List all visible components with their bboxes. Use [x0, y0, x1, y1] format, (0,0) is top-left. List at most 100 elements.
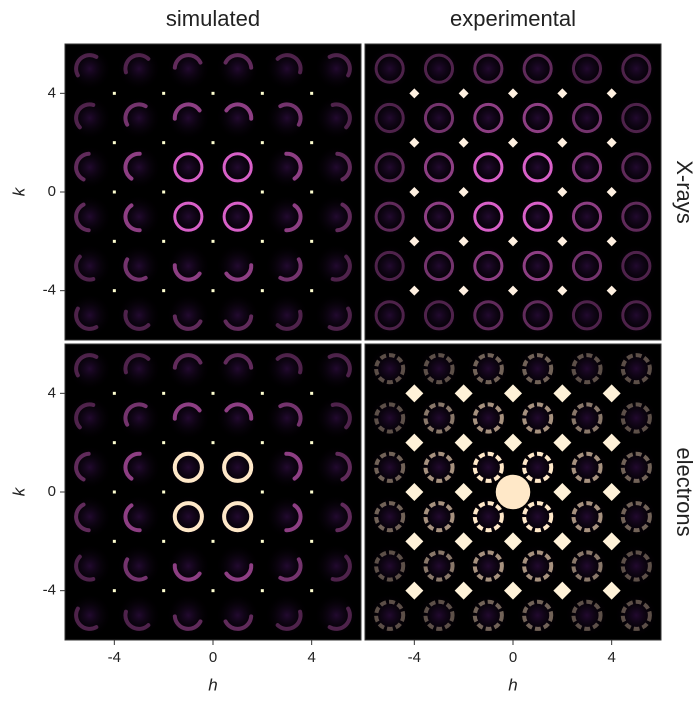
- halo: [515, 145, 559, 189]
- dot: [113, 289, 116, 292]
- halo: [367, 194, 411, 238]
- halo: [614, 194, 658, 238]
- halo: [367, 244, 411, 288]
- halo: [515, 244, 559, 288]
- dot: [113, 392, 116, 395]
- x-axis-label: h: [208, 675, 217, 694]
- image-background: [65, 344, 361, 640]
- x-tick-label: 0: [209, 649, 217, 666]
- dot: [261, 240, 264, 243]
- halo: [417, 145, 461, 189]
- halo: [466, 96, 510, 140]
- column-title: experimental: [450, 6, 576, 31]
- x-tick-label: 4: [607, 649, 615, 666]
- x-tick-label: 0: [509, 649, 517, 666]
- dot: [113, 441, 116, 444]
- dot: [261, 491, 264, 494]
- dot: [113, 540, 116, 543]
- dot: [261, 191, 264, 194]
- halo: [515, 46, 559, 90]
- dot: [212, 141, 215, 144]
- halo: [417, 194, 461, 238]
- dot: [113, 491, 116, 494]
- halo: [417, 244, 461, 288]
- dot: [261, 589, 264, 592]
- halo: [614, 244, 658, 288]
- dot: [261, 441, 264, 444]
- dot: [212, 240, 215, 243]
- halo: [466, 293, 510, 337]
- dot: [162, 240, 165, 243]
- dot: [162, 392, 165, 395]
- dot: [162, 191, 165, 194]
- dot: [212, 441, 215, 444]
- x-tick-label: 4: [307, 649, 315, 666]
- dot: [162, 491, 165, 494]
- diffraction-image: [65, 344, 361, 640]
- y-tick-label: 0: [48, 483, 56, 500]
- diffraction-image: [365, 44, 661, 340]
- x-axis-label: h: [508, 675, 517, 694]
- halo: [614, 293, 658, 337]
- halo: [515, 293, 559, 337]
- dot: [261, 289, 264, 292]
- halo: [215, 145, 259, 189]
- halo: [367, 46, 411, 90]
- dot: [310, 289, 313, 292]
- dot: [261, 540, 264, 543]
- halo: [614, 96, 658, 140]
- halo: [417, 46, 461, 90]
- image-background: [65, 44, 361, 340]
- center-blob: [496, 475, 531, 510]
- halo: [614, 46, 658, 90]
- dot: [212, 289, 215, 292]
- y-tick-label: 0: [48, 183, 56, 200]
- halo: [515, 96, 559, 140]
- y-tick-label: -4: [43, 282, 56, 299]
- dot: [310, 540, 313, 543]
- halo: [466, 194, 510, 238]
- halo: [565, 46, 609, 90]
- figure: -4 0 4 simulated k experimental X-rays -4 0 4 -4 0 4…: [0, 0, 699, 697]
- row-label: electrons: [672, 447, 697, 536]
- halo: [614, 145, 658, 189]
- halo: [565, 145, 609, 189]
- halo: [466, 145, 510, 189]
- dot: [113, 240, 116, 243]
- dot: [113, 191, 116, 194]
- halo: [466, 244, 510, 288]
- halo: [367, 145, 411, 189]
- halo: [166, 194, 210, 238]
- dot: [310, 240, 313, 243]
- dot: [310, 92, 313, 95]
- dot: [113, 589, 116, 592]
- column-title: simulated: [166, 6, 260, 31]
- halo: [367, 293, 411, 337]
- halo: [166, 145, 210, 189]
- dot: [310, 392, 313, 395]
- diffraction-image: [65, 44, 361, 340]
- y-tick-label: 4: [48, 84, 56, 101]
- row-label: X-rays: [672, 160, 697, 224]
- halo: [565, 244, 609, 288]
- dot: [162, 441, 165, 444]
- halo: [466, 46, 510, 90]
- dot: [310, 441, 313, 444]
- dot: [261, 392, 264, 395]
- halo: [367, 96, 411, 140]
- y-tick-label: -4: [43, 582, 56, 599]
- dot: [212, 92, 215, 95]
- dot: [162, 589, 165, 592]
- x-tick-label: -4: [408, 649, 421, 666]
- dot: [162, 540, 165, 543]
- y-axis-label: k: [9, 486, 28, 496]
- y-tick-label: 4: [48, 384, 56, 401]
- diffraction-image: [365, 344, 661, 640]
- dot: [310, 589, 313, 592]
- halo: [417, 293, 461, 337]
- dot: [212, 540, 215, 543]
- dot: [162, 141, 165, 144]
- x-tick-label: -4: [108, 649, 121, 666]
- halo: [417, 96, 461, 140]
- dot: [310, 491, 313, 494]
